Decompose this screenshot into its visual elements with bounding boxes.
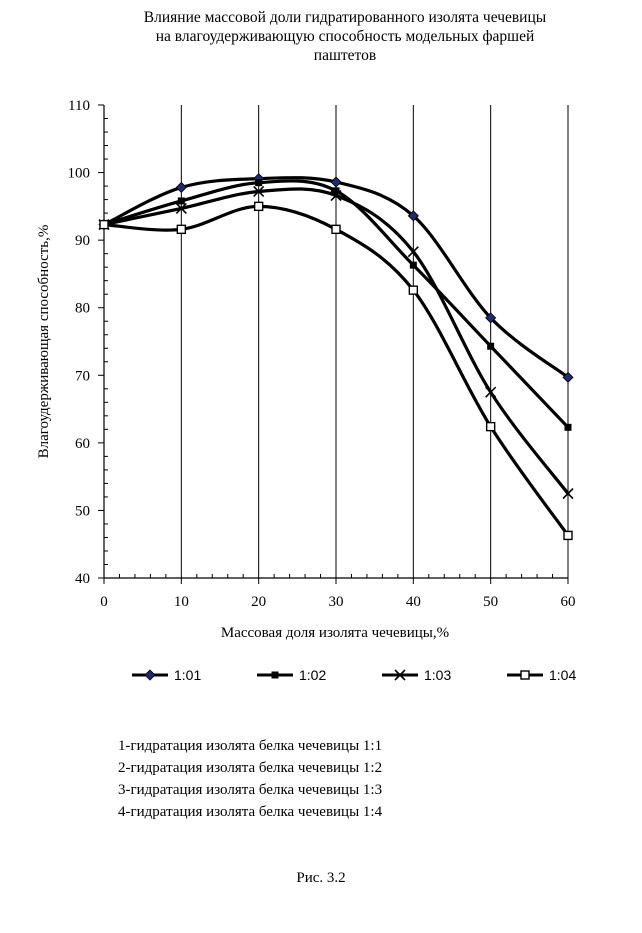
chart-title: Влияние массовой доли гидратированного и… <box>90 8 600 65</box>
data-point-x <box>253 185 265 198</box>
x-tick-label: 10 <box>174 594 189 610</box>
y-tick-label: 40 <box>75 571 90 587</box>
data-point-open-square <box>253 201 264 212</box>
data-point-x <box>407 246 419 258</box>
x-axis-label: Массовая доля изолята чечевицы,% <box>221 625 449 641</box>
legend-filled-square-marker-icon <box>257 671 293 679</box>
data-point-open-square <box>563 530 573 541</box>
legend-label: 1:03 <box>424 667 452 683</box>
data-point-open-square <box>485 421 496 432</box>
data-point-x <box>330 189 342 202</box>
note-line: 2-гидратация изолята белка чечевицы 1:2 <box>118 760 383 776</box>
data-point-filled-square <box>564 423 572 431</box>
title-line: Влияние массовой доли гидратированного и… <box>143 9 547 26</box>
note-line: 3-гидратация изолята белка чечевицы 1:3 <box>118 782 383 798</box>
series-line-3 <box>102 187 570 496</box>
legend-label: 1:04 <box>549 667 577 683</box>
legend-label: 1:01 <box>174 667 202 683</box>
x-tick-label: 30 <box>329 594 344 610</box>
x-tick-label: 20 <box>251 594 266 610</box>
x-tick-label: 40 <box>406 594 421 610</box>
data-point-filled-square <box>177 197 185 205</box>
legend-item-2: 1:02 <box>255 664 326 686</box>
y-tick-label: 70 <box>75 368 90 384</box>
data-point-open-square <box>99 219 109 230</box>
x-tick-label: 60 <box>561 594 576 610</box>
legend-open-square-marker-icon <box>507 670 543 680</box>
legend-x-marker-icon <box>382 669 418 681</box>
y-tick-label: 60 <box>75 436 90 452</box>
data-point-diamond <box>562 371 574 383</box>
data-point-filled-square <box>487 342 495 350</box>
note-line: 1-гидратация изолята белка чечевицы 1:1 <box>118 738 383 754</box>
figure-caption: Рис. 3.2 <box>296 870 346 886</box>
title-line: на влагоудерживающую способность модельн… <box>155 28 535 45</box>
data-point-diamond <box>175 181 187 194</box>
legend-item-4: 1:04 <box>505 664 576 686</box>
x-tick-label: 50 <box>483 594 498 610</box>
legend-item-3: 1:03 <box>380 664 451 686</box>
figure-notes: 1-гидратация изолята белка чечевицы 1:1 … <box>118 735 382 823</box>
data-point-open-square <box>176 224 187 235</box>
data-point-filled-square <box>332 187 340 195</box>
x-tick-label: 0 <box>100 594 108 610</box>
data-point-diamond <box>407 210 419 222</box>
note-line: 4-гидратация изолята белка чечевицы 1:4 <box>118 804 383 820</box>
data-point-x <box>485 386 497 398</box>
data-point-open-square <box>331 224 341 235</box>
y-tick-label: 90 <box>75 233 90 249</box>
y-tick-label: 50 <box>75 503 90 519</box>
chart-legend: 1:01 1:02 1:03 1:04 <box>130 664 600 686</box>
legend-item-1: 1:01 <box>130 664 201 686</box>
y-tick-label: 100 <box>68 166 91 182</box>
legend-label: 1:02 <box>299 667 327 683</box>
data-point-open-square <box>408 285 419 295</box>
line-chart: 40 50 60 70 80 90 100 110 0 10 20 30 40 50 60 Массовая … <box>36 98 576 641</box>
data-point-filled-square <box>255 179 263 187</box>
y-tick-label: 110 <box>68 98 90 114</box>
data-point-diamond <box>485 312 497 324</box>
legend-diamond-marker-icon <box>132 669 168 681</box>
data-point-x <box>175 202 187 214</box>
data-point-filled-square <box>409 261 417 269</box>
data-point-x <box>562 487 574 500</box>
y-tick-label: 80 <box>75 301 90 317</box>
title-line: паштетов <box>313 47 377 64</box>
y-axis-label: Влагоудерживающая способность,% <box>36 225 52 459</box>
data-point-diamond <box>330 176 342 188</box>
